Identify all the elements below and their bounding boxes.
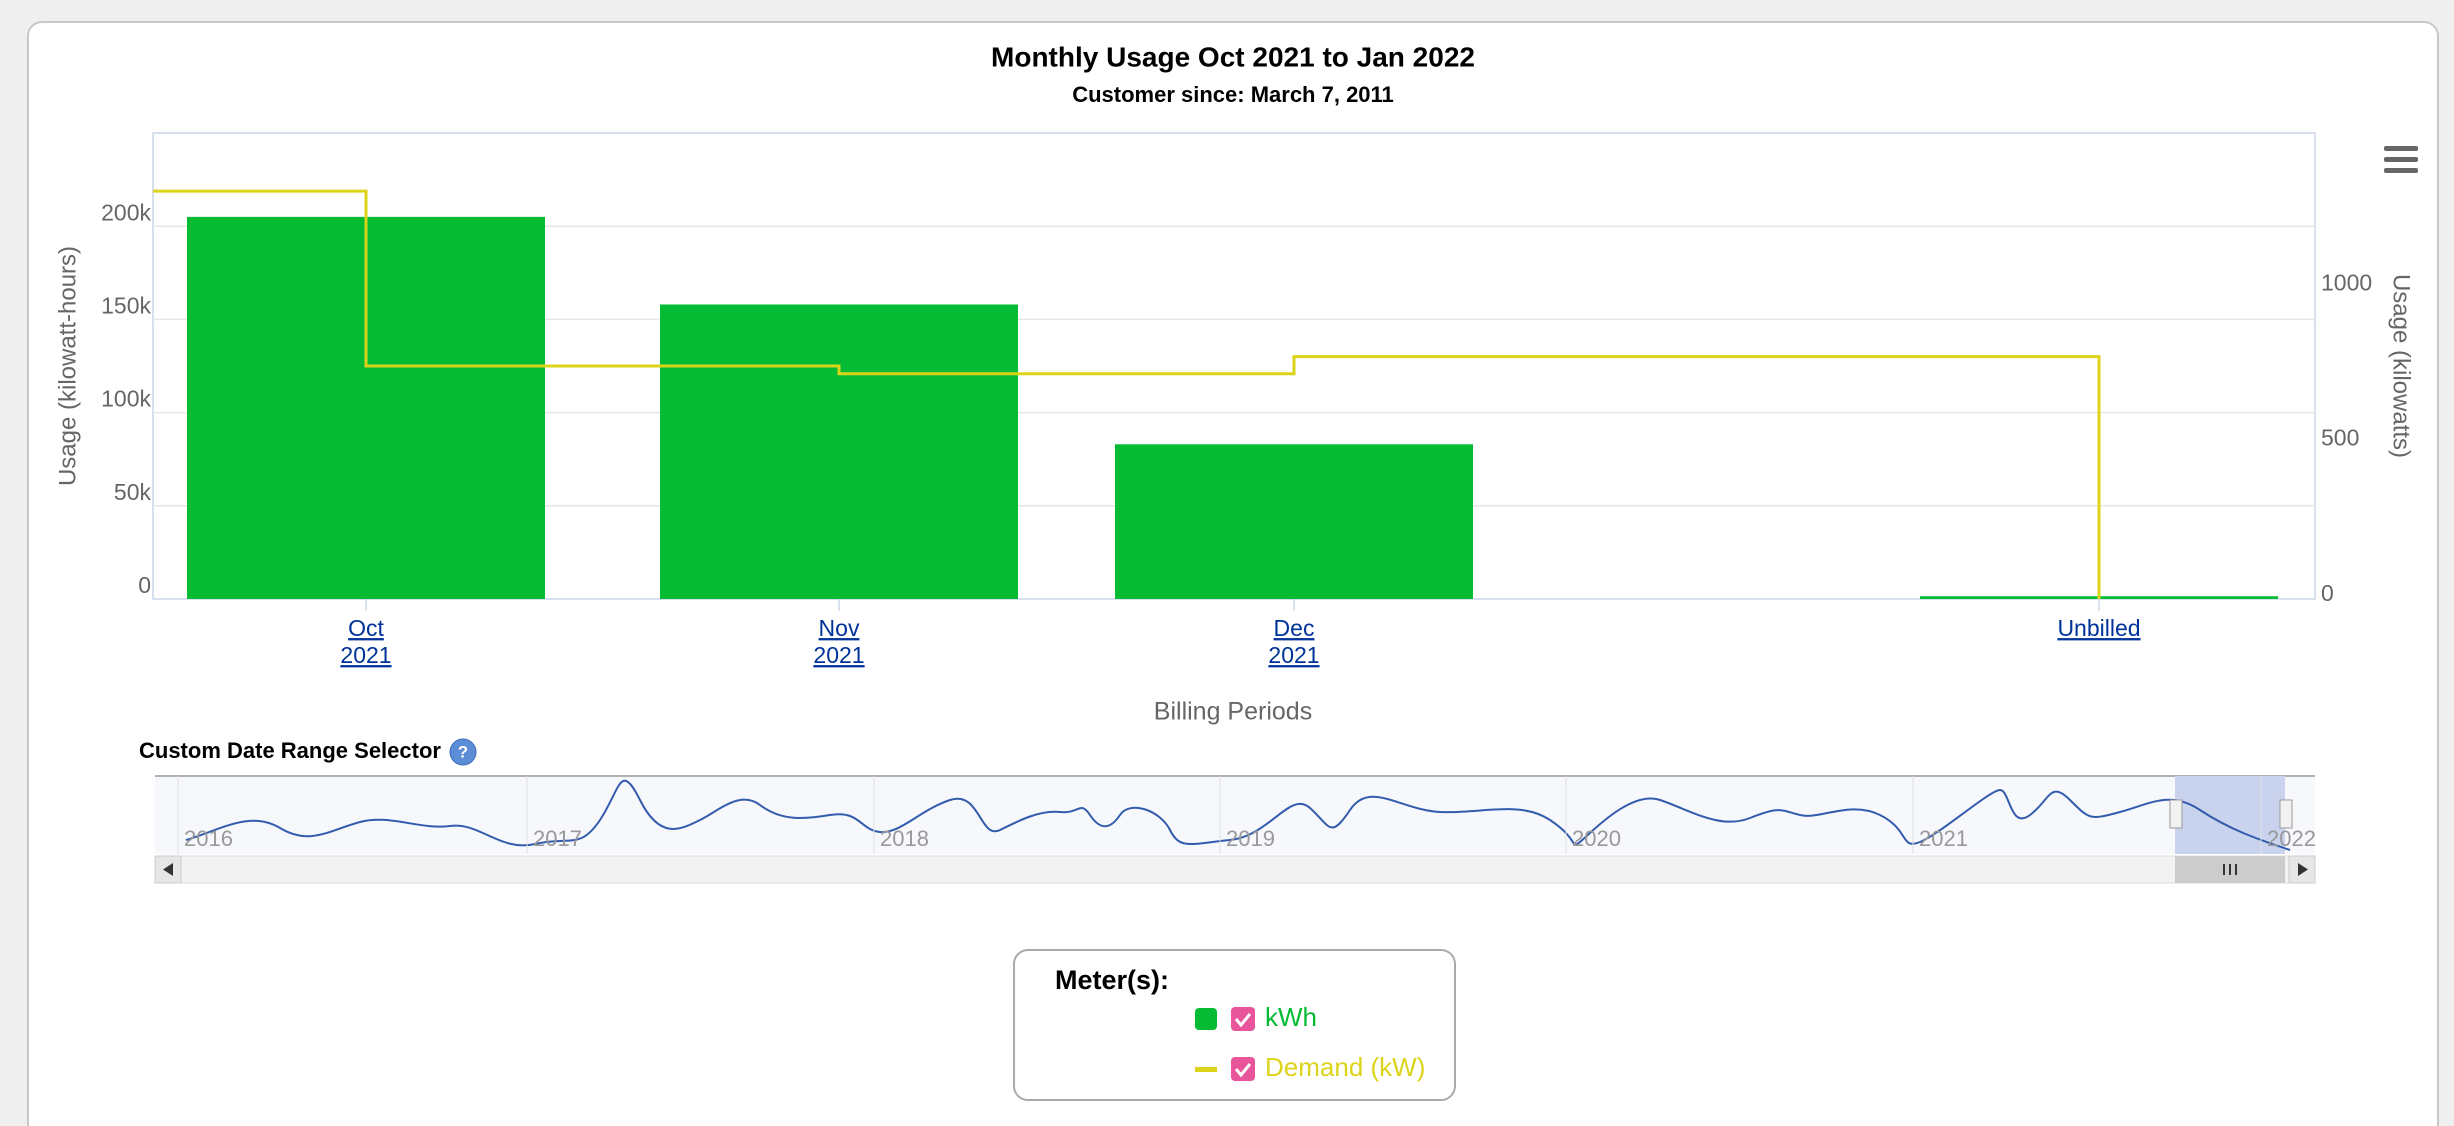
check-glyph [1234, 1063, 1252, 1078]
menu-bar [2384, 157, 2418, 162]
legend-checkbox[interactable] [1231, 1007, 1255, 1031]
y2-tick-label: 1000 [2321, 269, 2372, 295]
y-tick-label: 0 [138, 572, 151, 598]
legend-swatch [1195, 1008, 1217, 1030]
navigator-label: 2020 [1572, 826, 1621, 851]
navigator-title: Custom Date Range Selector [139, 738, 441, 763]
navigator-label: 2018 [880, 826, 929, 851]
arrow [163, 863, 173, 876]
navigator-label: 2016 [184, 826, 233, 851]
bar [1115, 444, 1473, 599]
navigator-label: 2022 [2267, 826, 2316, 851]
menu-icon[interactable] [2384, 146, 2418, 173]
navigator[interactable] [154, 775, 2316, 884]
bar [660, 304, 1018, 599]
legend-checkbox[interactable] [1231, 1057, 1255, 1081]
menu-bar [2384, 168, 2418, 173]
navigator-handle[interactable] [2279, 799, 2293, 829]
x-tick-label[interactable]: 2021 [1268, 642, 1319, 668]
menu-bar [2384, 146, 2418, 151]
y-tick-label: 200k [101, 199, 151, 225]
x-axis-title: Billing Periods [1154, 698, 1312, 726]
navigator-label: 2017 [533, 826, 582, 851]
check-glyph [1234, 1013, 1252, 1028]
arrow [2298, 863, 2308, 876]
x-tick-label[interactable]: 2021 [340, 642, 391, 668]
navigator-line [185, 779, 2291, 851]
navigator-bg [155, 776, 2315, 854]
demand-line [153, 189, 2101, 599]
legend-label[interactable]: kWh [1265, 1002, 1317, 1032]
x-tick-label[interactable]: Oct [348, 615, 384, 641]
thumb-grip [2223, 864, 2237, 875]
chart-title: Monthly Usage Oct 2021 to Jan 2022 [991, 41, 1475, 72]
y-tick-label: 150k [101, 292, 151, 318]
x-tick-label[interactable]: Unbilled [2057, 615, 2140, 641]
help-icon[interactable]: ? [449, 738, 477, 766]
legend-label[interactable]: Demand (kW) [1265, 1052, 1425, 1082]
scrollbar-track[interactable] [154, 855, 2316, 884]
navigator-handle[interactable] [2169, 799, 2183, 829]
y2-tick-label: 0 [2321, 580, 2334, 606]
legend-swatch [1195, 1067, 1217, 1072]
help-circle [449, 738, 477, 766]
chart-subtitle: Customer since: March 7, 2011 [1072, 82, 1394, 107]
navigator-label: 2021 [1919, 826, 1968, 851]
navigator-label: 2019 [1226, 826, 1275, 851]
y-tick-label: 100k [101, 386, 151, 412]
y-tick-label: 50k [114, 479, 152, 505]
x-tick-label[interactable]: Nov [819, 615, 860, 641]
x-tick-label[interactable]: 2021 [813, 642, 864, 668]
y2-tick-label: 500 [2321, 425, 2359, 451]
x-tick-label[interactable]: Dec [1274, 615, 1315, 641]
y2-axis-title: Usage (kilowatts) [2388, 274, 2415, 458]
y-axis-title: Usage (kilowatt-hours) [54, 246, 81, 486]
legend-title: Meter(s): [1055, 965, 1169, 995]
help-glyph: ? [458, 742, 468, 761]
